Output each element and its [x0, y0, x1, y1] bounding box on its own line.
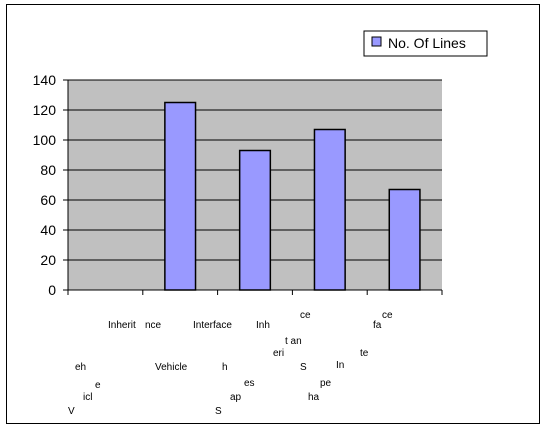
- y-tick-label: 100: [33, 132, 57, 148]
- category-label-fragment: eri: [273, 348, 284, 359]
- bar: [313, 128, 346, 291]
- y-tick-label: 20: [40, 252, 56, 268]
- y-tick-label: 40: [40, 222, 56, 238]
- category-label-fragment: es: [244, 378, 255, 389]
- legend-swatch: [371, 36, 382, 47]
- category-label-fragment: Inh: [256, 320, 270, 331]
- category-label-fragment: eh: [75, 362, 86, 373]
- bar: [388, 188, 421, 291]
- category-label-fragment: te: [360, 348, 369, 359]
- category-label-fragment: fa: [373, 320, 382, 331]
- category-label-fragment: S: [215, 406, 222, 416]
- legend-label: No. Of Lines: [388, 35, 466, 51]
- category-label-fragment: Vehicle: [155, 362, 188, 373]
- category-label-fragment: nce: [145, 320, 162, 331]
- category-label-fragment: In: [336, 360, 344, 371]
- category-labels: Inherit nce Interface Inh ce fa ce t an …: [68, 310, 393, 416]
- category-label-fragment: icl: [83, 392, 92, 403]
- category-label-fragment: pe: [320, 378, 332, 389]
- legend: No. Of Lines: [363, 30, 488, 57]
- category-label-fragment: h: [222, 362, 228, 373]
- category-label-fragment: ce: [382, 310, 393, 321]
- y-tick-label: 80: [40, 162, 56, 178]
- y-tick-label: 120: [33, 102, 57, 118]
- bar: [238, 149, 272, 291]
- category-label-fragment: S: [300, 362, 307, 373]
- category-label-fragment: ap: [230, 392, 242, 403]
- category-label-fragment: ce: [300, 310, 311, 321]
- legend-box: [363, 30, 488, 57]
- bar: [164, 101, 197, 291]
- category-label-fragment: V: [68, 406, 75, 416]
- x-axis: [67, 289, 443, 295]
- category-label-fragment: ha: [308, 392, 320, 403]
- y-axis: 0 20 40 60 80 100 120 140: [33, 72, 69, 298]
- y-tick-label: 0: [48, 282, 56, 298]
- category-label-fragment: Interface: [193, 320, 232, 331]
- category-label-fragment: e: [95, 380, 101, 391]
- y-tick-label: 140: [33, 72, 57, 88]
- category-label-fragment: Inherit: [108, 320, 136, 331]
- y-tick-label: 60: [40, 192, 56, 208]
- category-label-fragment: t an: [285, 336, 302, 347]
